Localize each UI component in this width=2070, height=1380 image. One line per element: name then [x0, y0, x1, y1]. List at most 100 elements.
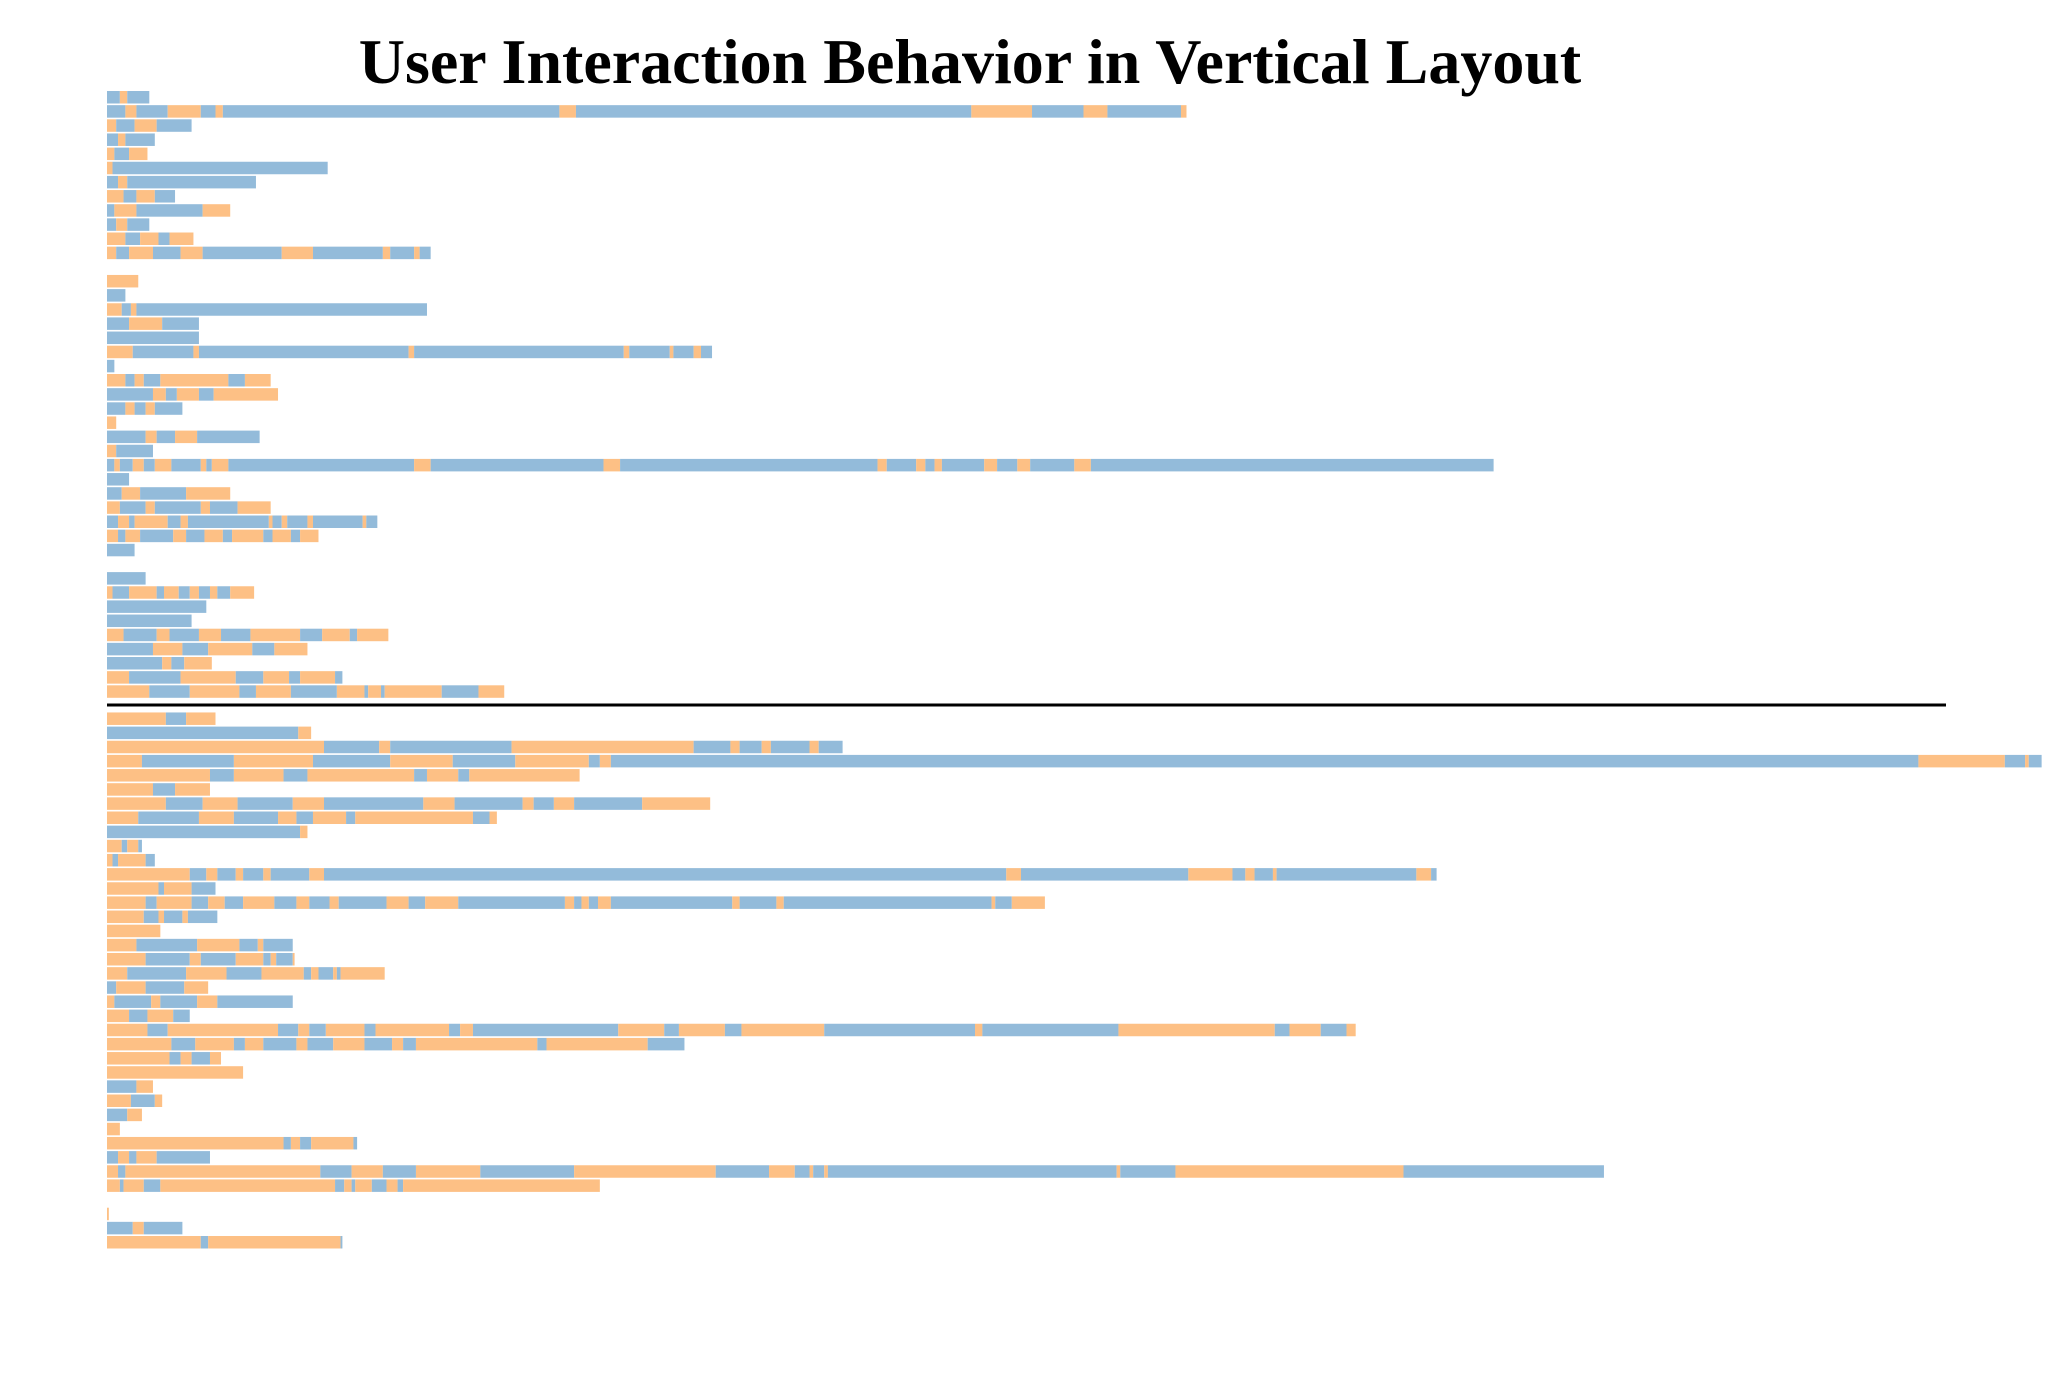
- bar-segment-26-22: [997, 458, 1018, 472]
- bar-segment-35-0: [107, 586, 113, 599]
- bar-segment-50-4: [278, 811, 297, 824]
- bar-segment-34-0: [107, 572, 146, 585]
- bar-segment-65-18: [975, 1023, 983, 1037]
- bar-segment-30-5: [180, 515, 188, 528]
- bar-segment-20-6: [244, 374, 271, 387]
- bar-segment-26-2: [119, 458, 133, 472]
- bar-segment-11-1: [116, 246, 130, 260]
- bar-segment-71-0: [107, 1108, 128, 1122]
- bar-segment-18-1: [132, 345, 194, 359]
- bar-segment-10-1: [125, 232, 141, 245]
- bar-segment-21-2: [165, 388, 177, 401]
- bar-segment-69-0: [107, 1080, 137, 1093]
- bar-segment-56-22: [732, 896, 740, 909]
- bar-segment-56-20: [598, 896, 611, 909]
- bar-segment-61-4: [261, 967, 304, 980]
- bar-segment-63-3: [160, 995, 198, 1008]
- bar-segment-75-8: [574, 1165, 716, 1178]
- bar-segment-41-6: [300, 671, 336, 684]
- bar-segment-54-12: [1188, 868, 1233, 881]
- bar-segment-30-14: [366, 515, 378, 528]
- bar-segment-63-4: [197, 995, 218, 1008]
- bar-segment-45-3: [390, 740, 512, 754]
- bar-segment-42-1: [149, 685, 190, 698]
- bar-segment-31-2: [125, 529, 141, 543]
- bar-segment-26-24: [1030, 458, 1075, 472]
- bar-segment-56-19: [588, 896, 599, 909]
- bar-segment-73-4: [311, 1136, 354, 1150]
- bar-segment-56-21: [610, 896, 733, 909]
- bar-segment-38-6: [250, 628, 301, 642]
- bar-segment-75-12: [809, 1165, 814, 1178]
- bar-segment-16-0: [107, 317, 130, 330]
- bar-segment-75-6: [415, 1165, 481, 1178]
- bar-segment-62-3: [184, 981, 209, 994]
- bar-segment-1-4: [200, 105, 216, 118]
- bar-segment-70-2: [154, 1094, 163, 1107]
- bar-segment-75-13: [813, 1165, 825, 1178]
- bar-segment-51-1: [300, 825, 308, 839]
- bar-segment-26-19: [934, 458, 942, 472]
- bar-segment-26-13: [603, 458, 621, 472]
- bar-segment-26-9: [211, 458, 229, 472]
- bar-segment-54-8: [309, 868, 324, 881]
- bar-segment-61-0: [107, 967, 128, 980]
- bar-segment-58-0: [107, 924, 161, 938]
- bar-segment-15-2: [130, 303, 137, 316]
- bar-segment-54-5: [243, 868, 264, 881]
- bar-segment-45-0: [107, 740, 324, 754]
- bar-segment-60-4: [235, 953, 264, 966]
- bar-segment-50-5: [296, 811, 313, 824]
- bar-segment-26-1: [114, 458, 120, 472]
- bar-segment-30-10: [287, 515, 308, 528]
- bar-segment-49-1: [165, 797, 203, 810]
- bar-segment-35-10: [230, 586, 255, 599]
- bar-segment-39-5: [274, 642, 308, 656]
- bar-segment-66-1: [171, 1037, 196, 1051]
- bar-segment-26-21: [984, 458, 998, 472]
- bar-segment-79-1: [132, 1221, 144, 1235]
- bar-segment-75-17: [1120, 1165, 1176, 1178]
- bar-segment-50-10: [489, 811, 497, 824]
- bar-segment-50-8: [355, 811, 473, 824]
- bar-segment-65-3: [278, 1023, 299, 1037]
- bar-segment-61-10: [340, 967, 385, 980]
- bar-segment-0-0: [107, 91, 120, 104]
- bar-segment-47-4: [307, 769, 415, 782]
- bar-segment-64-0: [107, 1009, 130, 1023]
- bar-segment-63-1: [114, 995, 152, 1008]
- bar-segment-38-1: [123, 628, 157, 642]
- bar-segment-18-10: [693, 345, 701, 359]
- bar-segment-76-12: [403, 1179, 600, 1192]
- chart-title: User Interaction Behavior in Vertical La…: [358, 26, 1582, 97]
- bar-segment-1-10: [1032, 105, 1084, 118]
- bar-segment-35-4: [164, 586, 179, 599]
- bar-segment-47-1: [209, 769, 234, 782]
- bar-segment-42-12: [478, 685, 505, 698]
- bar-segment-59-3: [239, 938, 258, 952]
- bar-segment-46-4: [390, 754, 453, 768]
- bar-segment-46-8: [599, 754, 611, 768]
- bar-segment-49-6: [423, 797, 455, 810]
- bar-segment-54-14: [1245, 868, 1255, 881]
- bar-segment-61-6: [311, 967, 319, 980]
- bar-segment-46-2: [233, 754, 313, 768]
- bar-segment-18-6: [623, 345, 630, 359]
- bar-segment-50-0: [107, 811, 139, 824]
- bar-segment-59-4: [257, 938, 264, 952]
- bar-segment-53-1: [112, 853, 119, 867]
- bar-segment-70-0: [107, 1094, 131, 1107]
- bar-segment-54-10: [1006, 868, 1021, 881]
- bar-segment-75-5: [382, 1165, 416, 1178]
- bar-segment-4-1: [114, 147, 130, 161]
- bar-segment-32-0: [107, 543, 135, 557]
- bar-segment-26-25: [1074, 458, 1091, 472]
- bar-segment-64-3: [173, 1009, 190, 1023]
- bar-segment-18-9: [673, 345, 694, 359]
- bar-segment-30-6: [187, 515, 269, 528]
- bar-segment-38-5: [221, 628, 251, 642]
- bar-segment-45-6: [730, 740, 740, 754]
- bar-segment-46-12: [2025, 754, 2029, 768]
- bar-segment-66-4: [244, 1037, 264, 1051]
- bar-segment-42-2: [189, 685, 240, 698]
